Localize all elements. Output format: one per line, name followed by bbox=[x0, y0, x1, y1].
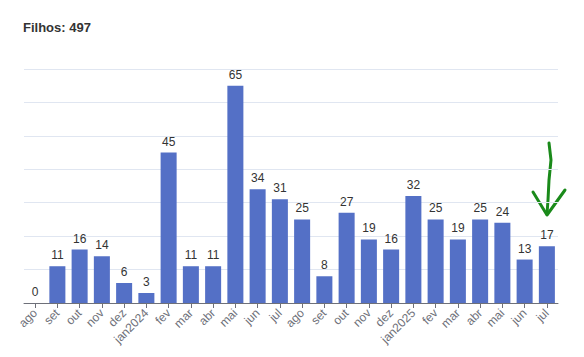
svg-text:mar: mar bbox=[171, 306, 196, 330]
svg-text:16: 16 bbox=[73, 232, 87, 246]
svg-text:mar: mar bbox=[438, 306, 462, 330]
svg-text:Filhos:: Filhos: bbox=[23, 20, 69, 35]
svg-text:25: 25 bbox=[295, 201, 309, 215]
svg-text:65: 65 bbox=[229, 68, 243, 82]
svg-text:abr: abr bbox=[463, 306, 485, 328]
svg-text:jun: jun bbox=[508, 306, 530, 328]
svg-text:nov: nov bbox=[83, 306, 107, 330]
svg-text:mai: mai bbox=[217, 306, 241, 330]
svg-text:dez: dez bbox=[105, 306, 130, 330]
svg-text:abr: abr bbox=[196, 306, 218, 328]
svg-text:0: 0 bbox=[32, 285, 39, 299]
svg-text:set: set bbox=[308, 306, 330, 328]
svg-text:16: 16 bbox=[384, 232, 398, 246]
svg-text:set: set bbox=[41, 306, 63, 328]
svg-text:11: 11 bbox=[51, 248, 64, 262]
svg-text:17: 17 bbox=[540, 228, 554, 242]
svg-text:out: out bbox=[63, 306, 85, 328]
svg-text:24: 24 bbox=[496, 205, 510, 219]
svg-text:ago: ago bbox=[283, 306, 307, 330]
svg-text:jun: jun bbox=[241, 306, 263, 328]
svg-text:19: 19 bbox=[451, 221, 465, 235]
svg-text:mai: mai bbox=[484, 306, 508, 330]
svg-text:25: 25 bbox=[429, 201, 443, 215]
svg-text:27: 27 bbox=[340, 195, 354, 209]
svg-text:32: 32 bbox=[407, 178, 421, 192]
svg-text:13: 13 bbox=[518, 242, 532, 256]
svg-text:497: 497 bbox=[69, 20, 91, 35]
svg-text:dez: dez bbox=[372, 306, 397, 330]
svg-text:45: 45 bbox=[162, 135, 176, 149]
svg-text:14: 14 bbox=[95, 238, 109, 252]
svg-text:jul: jul bbox=[533, 306, 552, 325]
svg-text:ago: ago bbox=[16, 306, 40, 330]
svg-text:31: 31 bbox=[273, 181, 287, 195]
svg-text:19: 19 bbox=[362, 221, 376, 235]
svg-text:jan2025: jan2025 bbox=[378, 306, 419, 347]
svg-text:25: 25 bbox=[473, 201, 487, 215]
svg-text:fev: fev bbox=[419, 306, 440, 327]
svg-text:11: 11 bbox=[207, 248, 220, 262]
svg-text:fev: fev bbox=[152, 306, 173, 327]
svg-text:out: out bbox=[330, 306, 352, 328]
svg-text:nov: nov bbox=[350, 306, 374, 330]
svg-text:jul: jul bbox=[266, 306, 285, 325]
svg-text:6: 6 bbox=[121, 265, 128, 279]
svg-text:11: 11 bbox=[185, 248, 198, 262]
svg-text:jan2024: jan2024 bbox=[111, 306, 152, 347]
svg-text:8: 8 bbox=[321, 258, 328, 272]
svg-text:34: 34 bbox=[251, 171, 265, 185]
svg-text:3: 3 bbox=[143, 275, 150, 289]
